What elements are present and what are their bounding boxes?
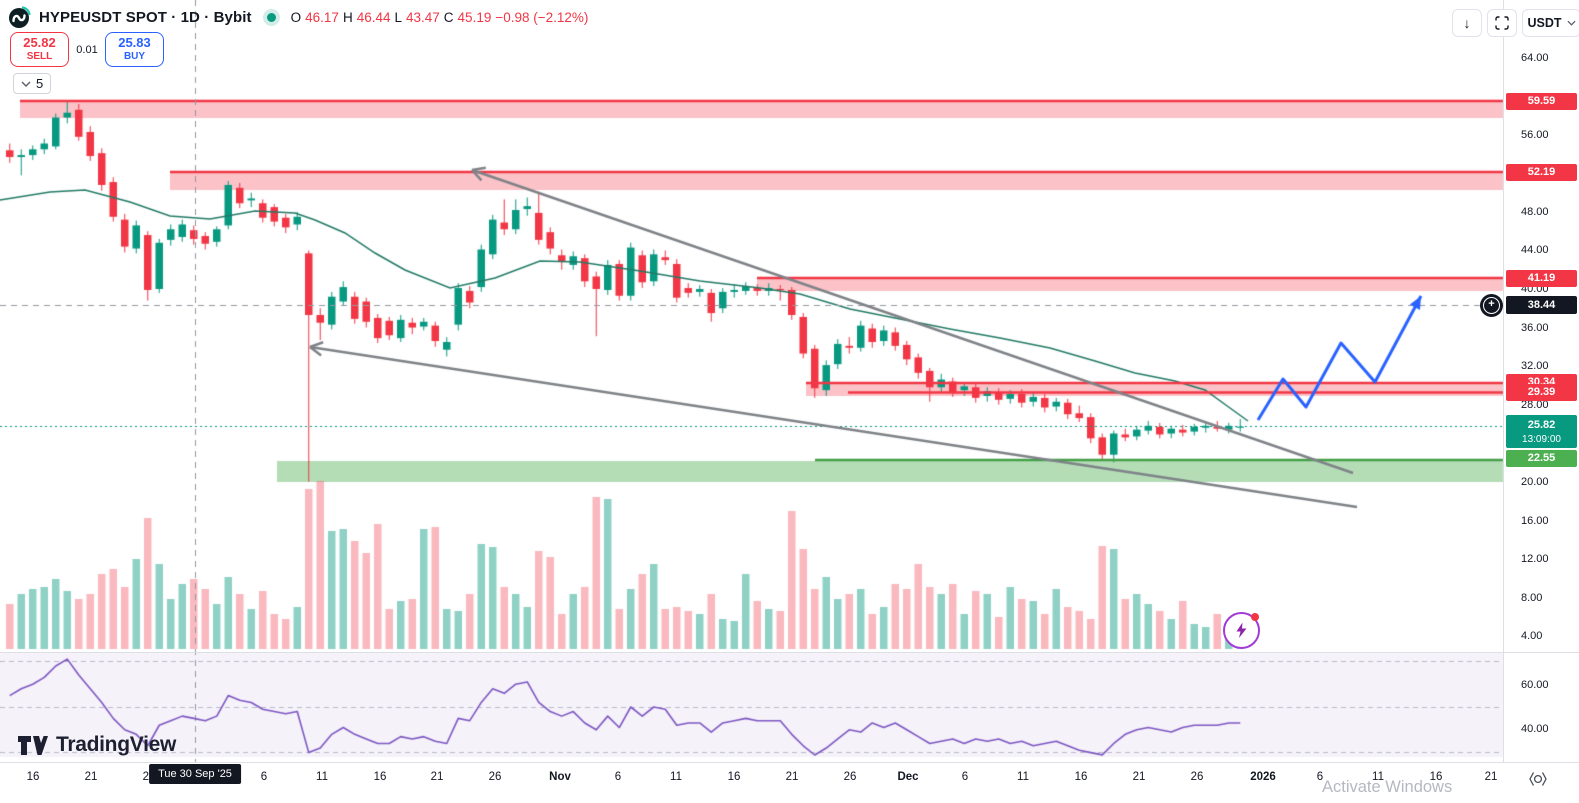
time-axis-label: 16: [727, 771, 741, 783]
time-axis-settings-button[interactable]: [1528, 770, 1548, 793]
time-axis-label: 26: [843, 771, 857, 783]
chevron-down-icon: [21, 81, 31, 87]
price-tick-label: 28.00: [1521, 399, 1549, 411]
time-axis-label: 16: [1074, 771, 1088, 783]
high-label: H: [342, 9, 353, 25]
open-value: 46.17: [305, 9, 339, 25]
low-value: 43.47: [406, 9, 440, 25]
time-axis-label: 11: [1372, 771, 1384, 783]
time-axis-label: 26: [488, 771, 502, 783]
open-label: O: [290, 9, 302, 25]
plus-icon: +: [1483, 297, 1500, 314]
add-alert-button[interactable]: +: [1480, 294, 1503, 317]
price-tick-label: 32.00: [1521, 360, 1549, 372]
spread-value: 0.01: [76, 43, 98, 56]
time-axis-label: 2026: [1250, 771, 1276, 783]
price-level-chip: 22.55: [1506, 450, 1577, 467]
time-axis-label: Nov: [549, 771, 571, 783]
time-axis-label: Dec: [897, 771, 919, 783]
buy-label: BUY: [123, 50, 146, 62]
notification-dot: [1251, 613, 1259, 621]
crosshair-date-tooltip: Tue 30 Sep '25: [149, 764, 241, 784]
download-button[interactable]: ↓: [1452, 9, 1482, 37]
close-label: C: [443, 9, 454, 25]
time-axis-label: 11: [1017, 771, 1029, 783]
buy-price: 25.83: [118, 34, 151, 50]
close-value: 45.19: [457, 9, 492, 25]
fullscreen-button[interactable]: [1487, 9, 1517, 37]
time-axis-label: 16: [1429, 771, 1443, 783]
price-tick-label: 8.00: [1521, 592, 1543, 604]
symbol-title[interactable]: HYPEUSDT SPOT · 1D · Bybit: [39, 8, 252, 26]
price-level-chip: 41.19: [1506, 270, 1577, 287]
market-open-dot[interactable]: [266, 12, 276, 22]
sell-price: 25.82: [23, 34, 56, 50]
time-axis-label: 26: [1190, 771, 1204, 783]
trade-widget: 25.82 SELL 0.01 25.83 BUY: [10, 32, 164, 67]
rsi-tick-label: 40.00: [1521, 723, 1549, 735]
price-tick-label: 16.00: [1521, 515, 1549, 527]
symbol-header: HYPEUSDT SPOT · 1D · Bybit O 46.17 H 46.44…: [8, 4, 588, 30]
time-axis-label: 16: [373, 771, 387, 783]
time-axis-label: 21: [1132, 771, 1146, 783]
time-axis-label: 6: [260, 771, 268, 783]
activate-windows-watermark: Activate Windows: [1322, 778, 1453, 796]
price-level-chip: 59.59: [1506, 93, 1577, 110]
rsi-tick-label: 60.00: [1521, 679, 1549, 691]
pane-separator[interactable]: [0, 652, 1579, 653]
time-axis[interactable]: 162126611162126Nov611162126Dec6111621262…: [0, 762, 1579, 803]
currency-value: USDT: [1527, 16, 1562, 30]
price-tick-label: 20.00: [1521, 476, 1549, 488]
price-level-chip: 25.82 13:09:00: [1506, 415, 1577, 448]
indicators-collapse-button[interactable]: 5: [13, 73, 52, 94]
price-tick-label: 12.00: [1521, 553, 1549, 565]
timezone-clock-icon: [1529, 772, 1547, 786]
time-axis-label: 11: [670, 771, 682, 783]
tradingview-logo-icon: [18, 735, 48, 755]
currency-dropdown[interactable]: USDT: [1522, 9, 1579, 37]
lightning-icon: [1236, 622, 1247, 638]
time-axis-label: 6: [614, 771, 622, 783]
price-level-chip: 38.44: [1506, 296, 1577, 314]
time-axis-label: 16: [26, 771, 40, 783]
sell-button[interactable]: 25.82 SELL: [10, 32, 69, 67]
time-axis-label: 6: [961, 771, 969, 783]
time-axis-label: 21: [430, 771, 444, 783]
time-axis-label: 21: [785, 771, 799, 783]
buy-button[interactable]: 25.83 BUY: [105, 32, 164, 67]
time-axis-label: 6: [1316, 771, 1324, 783]
price-tick-label: 56.00: [1521, 129, 1549, 141]
low-label: L: [394, 9, 402, 25]
price-tick-label: 44.00: [1521, 244, 1549, 256]
price-tick-label: 64.00: [1521, 52, 1549, 64]
time-axis-label: 21: [1484, 771, 1498, 783]
time-axis-label: 21: [84, 771, 98, 783]
price-tick-label: 48.00: [1521, 206, 1549, 218]
price-level-chip: 29.39: [1506, 384, 1577, 401]
tradingview-watermark: TradingView: [18, 733, 176, 757]
tradingview-watermark-text: TradingView: [56, 733, 177, 756]
ohlc-values: O 46.17 H 46.44 L 43.47 C 45.19 −0.98 (−2.12…: [291, 10, 589, 25]
chevron-down-icon: [1566, 20, 1576, 26]
time-axis-label: 11: [316, 771, 328, 783]
high-value: 46.44: [356, 9, 391, 25]
download-arrow-icon: ↓: [1463, 15, 1471, 31]
boost-lightning-button[interactable]: [1223, 612, 1260, 649]
price-level-chip: 52.19: [1506, 164, 1577, 181]
symbol-logo-icon: [9, 6, 31, 28]
change-value: −0.98 (−2.12%): [495, 9, 589, 25]
indicators-count: 5: [36, 76, 44, 91]
price-tick-label: 4.00: [1521, 630, 1543, 642]
top-right-controls: ↓ USDT: [1452, 9, 1579, 37]
price-tick-label: 36.00: [1521, 322, 1549, 334]
fullscreen-icon: [1495, 16, 1509, 30]
sell-label: SELL: [26, 50, 53, 62]
